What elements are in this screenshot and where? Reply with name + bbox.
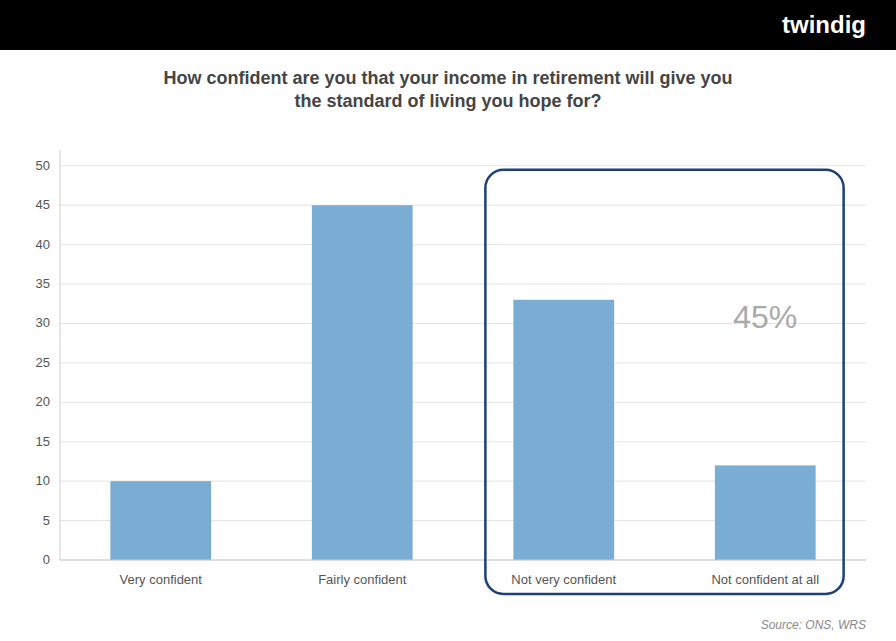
grid-line: [60, 284, 866, 285]
y-tick-label: 35: [36, 276, 50, 291]
bar: [513, 300, 614, 560]
banner: [0, 0, 896, 50]
x-tick-label: Very confident: [120, 572, 203, 587]
y-tick-label: 5: [43, 513, 50, 528]
y-tick-label: 15: [36, 434, 50, 449]
y-tick-label: 40: [36, 237, 50, 252]
grid-line: [60, 165, 866, 166]
grid: [60, 166, 866, 560]
grid-line: [60, 205, 866, 206]
chart-svg: twindig How confident are you that your i…: [0, 0, 896, 641]
title-line: How confident are you that your income i…: [163, 68, 732, 88]
bars: [110, 205, 815, 560]
y-tick-label: 10: [36, 473, 50, 488]
y-tick-label: 50: [36, 158, 50, 173]
bar: [715, 465, 816, 560]
grid-line: [60, 244, 866, 245]
y-tick-label: 45: [36, 197, 50, 212]
title-line: the standard of living you hope for?: [294, 91, 601, 111]
banner-logo: twindig: [782, 11, 866, 38]
annotation: 45%: [733, 299, 797, 335]
x-tick-label: Not very confident: [511, 572, 616, 587]
grid-line: [60, 441, 866, 442]
y-tick-label: 20: [36, 394, 50, 409]
x-tick-label: Fairly confident: [318, 572, 407, 587]
y-axis-line: [60, 150, 61, 560]
y-tick-label: 30: [36, 315, 50, 330]
chart-container: twindig How confident are you that your i…: [0, 0, 896, 641]
x-tick-label: Not confident at all: [711, 572, 819, 587]
bar: [110, 481, 211, 560]
y-tick-label: 0: [43, 552, 50, 567]
bar: [312, 205, 413, 560]
chart-title: How confident are you that your income i…: [163, 68, 732, 111]
grid-line: [60, 402, 866, 403]
highlight-box: [485, 170, 843, 594]
x-axis-line: [60, 560, 866, 561]
source: Source: ONS, WRS: [761, 618, 866, 632]
grid-line: [60, 362, 866, 363]
y-tick-label: 25: [36, 355, 50, 370]
grid-line: [60, 560, 866, 561]
